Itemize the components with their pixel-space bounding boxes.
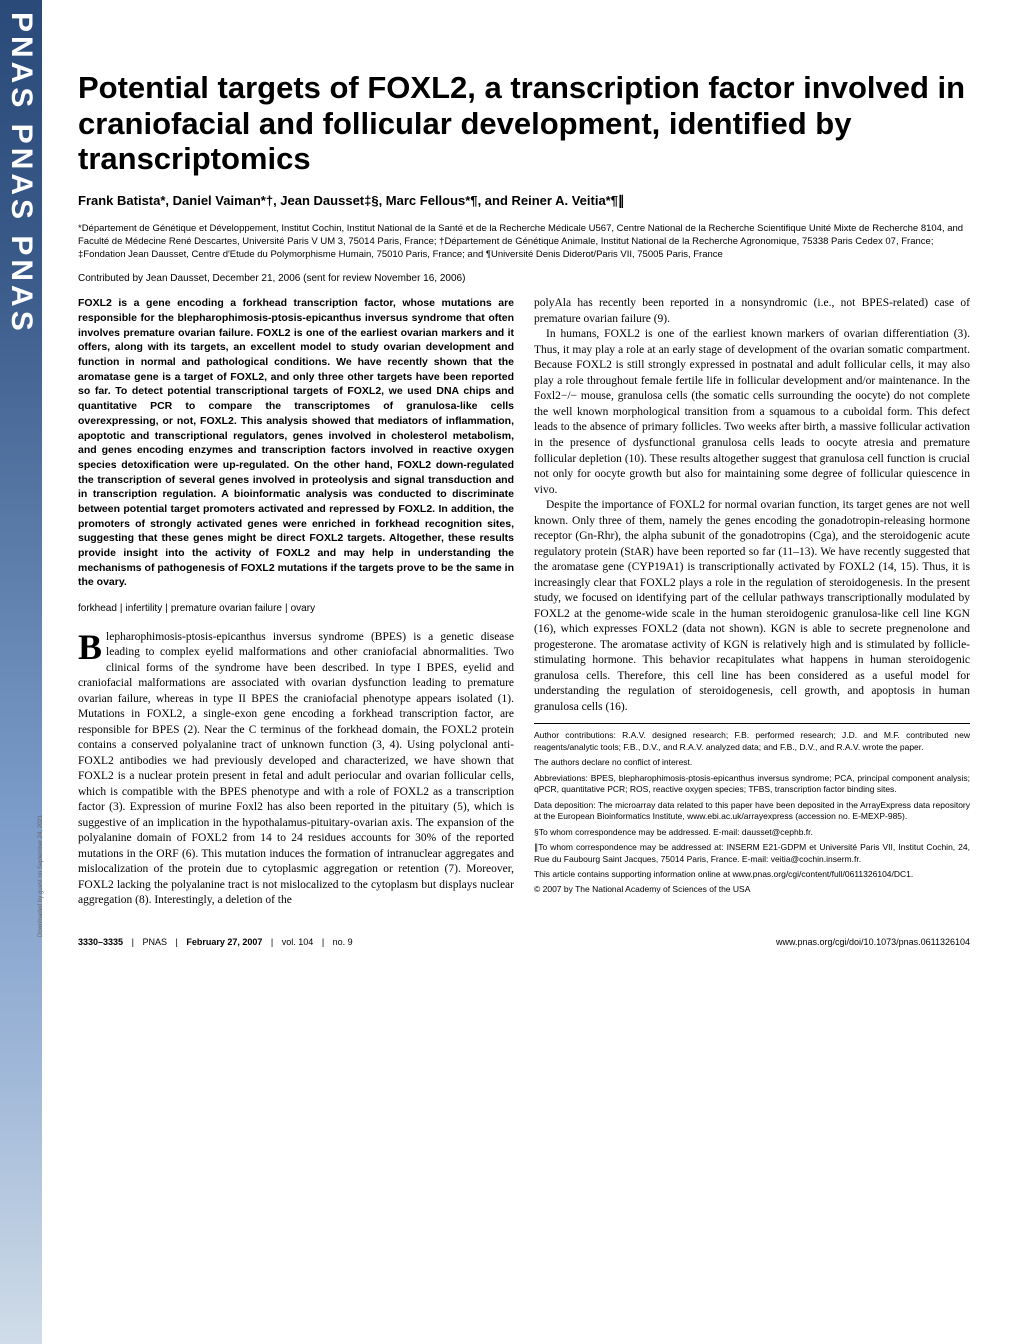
issue-number: no. 9 [333, 937, 353, 947]
pnas-sidebar: PNAS PNAS PNAS [0, 0, 42, 1344]
dropcap: B [78, 630, 106, 663]
page-content: Potential targets of FOXL2, a transcript… [58, 0, 1020, 967]
contributed-line: Contributed by Jean Dausset, December 21… [78, 273, 970, 284]
body-paragraph: Despite the importance of FOXL2 for norm… [534, 498, 970, 715]
footer-right: www.pnas.org/cgi/doi/10.1073/pnas.061132… [776, 937, 970, 947]
keywords: forkhead|infertility|premature ovarian f… [78, 602, 514, 616]
left-column: FOXL2 is a gene encoding a forkhead tran… [78, 296, 514, 909]
two-column-layout: FOXL2 is a gene encoding a forkhead tran… [78, 296, 970, 909]
article-title: Potential targets of FOXL2, a transcript… [78, 70, 970, 177]
footnote-divider [534, 723, 970, 724]
page-footer: 3330–3335 | PNAS | February 27, 2007 | v… [78, 931, 970, 947]
correspondence-1: §To whom correspondence may be addressed… [534, 827, 970, 838]
correspondence-2: ∥To whom correspondence may be addressed… [534, 842, 970, 865]
issue-date: February 27, 2007 [186, 937, 262, 947]
keyword: ovary [291, 603, 315, 614]
author-contributions: Author contributions: R.A.V. designed re… [534, 730, 970, 753]
body-paragraph: Blepharophimosis-ptosis-epicanthus inver… [78, 630, 514, 909]
volume: vol. 104 [282, 937, 314, 947]
keyword: premature ovarian failure [171, 603, 282, 614]
abstract: FOXL2 is a gene encoding a forkhead tran… [78, 296, 514, 590]
page-numbers: 3330–3335 [78, 937, 123, 947]
footnotes: Author contributions: R.A.V. designed re… [534, 730, 970, 896]
copyright: © 2007 by The National Academy of Scienc… [534, 884, 970, 895]
download-note: Downloaded by guest on September 24, 202… [38, 815, 44, 937]
keyword: forkhead [78, 603, 117, 614]
pnas-logo: PNAS PNAS PNAS [0, 0, 42, 1344]
supporting-info: This article contains supporting informa… [534, 869, 970, 880]
footer-left: 3330–3335 | PNAS | February 27, 2007 | v… [78, 937, 353, 947]
affiliations: *Département de Génétique et Développeme… [78, 223, 970, 261]
data-deposition: Data deposition: The microarray data rel… [534, 800, 970, 823]
body-text: lepharophimosis-ptosis-epicanthus invers… [78, 631, 514, 907]
keyword: infertility [126, 603, 163, 614]
journal-name: PNAS [142, 937, 167, 947]
authors: Frank Batista*, Daniel Vaiman*†, Jean Da… [78, 193, 970, 209]
body-paragraph: polyAla has recently been reported in a … [534, 296, 970, 327]
body-paragraph: In humans, FOXL2 is one of the earliest … [534, 327, 970, 498]
conflict-statement: The authors declare no conflict of inter… [534, 757, 970, 768]
abbreviations: Abbreviations: BPES, blepharophimosis-pt… [534, 773, 970, 796]
right-column: polyAla has recently been reported in a … [534, 296, 970, 909]
